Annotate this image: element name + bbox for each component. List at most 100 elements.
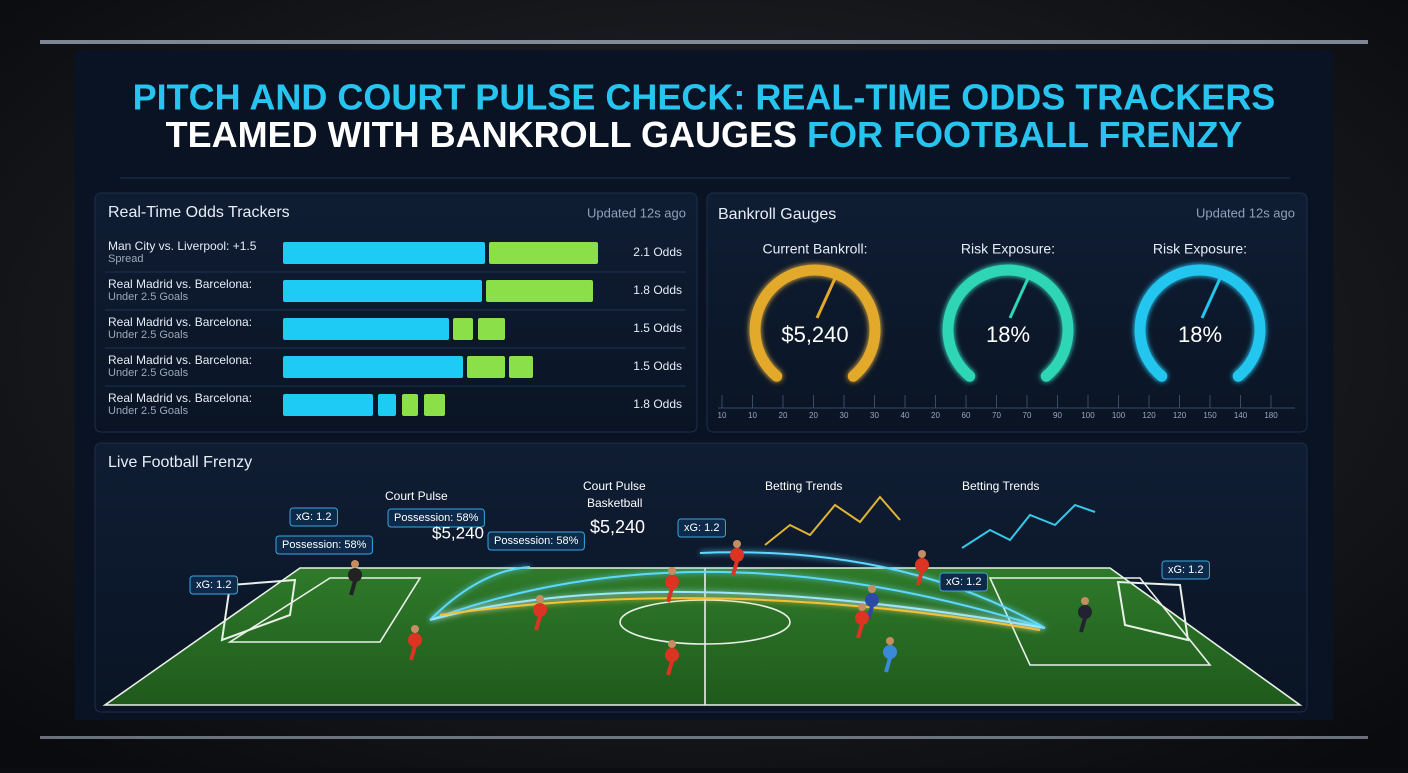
player: [1078, 605, 1092, 619]
callout-chip: xG: 1.2: [296, 511, 331, 523]
updated: Updated 12s ago: [1196, 205, 1295, 220]
pass-trails: [429, 551, 1046, 631]
player: [408, 633, 422, 647]
scale-label: 30: [870, 411, 879, 420]
odds-bar: [378, 394, 396, 416]
callout: Betting Trends: [962, 479, 1039, 493]
light-strip: [40, 736, 1368, 739]
scale-label: 20: [931, 411, 940, 420]
chip-box: [677, 518, 726, 538]
panel-title: Live Football Frenzy: [108, 454, 252, 471]
odds-bar: [453, 318, 473, 340]
gauge-value: 18%: [986, 322, 1030, 347]
gauge-value: 18%: [1178, 322, 1222, 347]
match: Real Madrid vs. Barcelona:: [108, 315, 252, 329]
player: [533, 603, 547, 617]
goal: [1116, 580, 1190, 642]
scale-label: 90: [1053, 411, 1062, 420]
player-legs: [666, 660, 674, 676]
player-legs: [916, 570, 924, 586]
player-head: [536, 595, 544, 603]
updated: Updated 12s ago: [587, 205, 686, 220]
callout-chip: Possession: 58%: [394, 512, 479, 524]
penalty-box: [988, 577, 1212, 666]
player: [883, 645, 897, 659]
match: Real Madrid vs. Barcelona:: [108, 277, 252, 291]
panel-title: Bankroll Gauges: [718, 206, 836, 223]
odds-bar: [509, 356, 533, 378]
player-legs: [409, 645, 417, 661]
callout-chip: xG: 1.2: [684, 522, 719, 534]
scale-label: 30: [840, 411, 849, 420]
gauge-arc: [1134, 264, 1266, 382]
market: Under 2.5 Goals: [108, 367, 189, 379]
trail: [429, 566, 531, 621]
match: Real Madrid vs. Barcelona:: [108, 391, 252, 405]
market: Under 2.5 Goals: [108, 405, 189, 417]
chip-box: [387, 508, 485, 528]
player-head: [351, 560, 359, 568]
callout: $5,240: [590, 517, 645, 537]
odds: 1.8 Odds: [633, 283, 682, 297]
scale-label: 140: [1234, 411, 1248, 420]
scale-label: 100: [1081, 411, 1095, 420]
callout: $5,240: [432, 523, 484, 542]
scale-label: 60: [962, 411, 971, 420]
chip-box: [189, 575, 238, 595]
player-head: [858, 603, 866, 611]
odds-bar: [489, 242, 598, 264]
penalty-box: [227, 577, 422, 643]
match: Man City vs. Liverpool: +1.5: [108, 239, 257, 253]
chip-box: [939, 572, 988, 592]
callout-chip: xG: 1.2: [946, 576, 981, 588]
odds: 2.1 Odds: [633, 245, 682, 259]
panel-title: Real-Time Odds Trackers: [108, 204, 290, 221]
light-strip: [40, 40, 1368, 44]
callout: Court Pulse: [385, 489, 448, 503]
title-part: TEAMED WITH BANKROLL GAUGES: [166, 114, 797, 155]
trail: [439, 597, 1041, 631]
callout-chip: Possession: 58%: [494, 535, 579, 547]
callout-chip: xG: 1.2: [196, 579, 231, 591]
market: Under 2.5 Goals: [108, 291, 189, 303]
player-head: [411, 625, 419, 633]
scale-label: 120: [1142, 411, 1156, 420]
odds-bar: [283, 318, 449, 340]
player-legs: [349, 580, 357, 596]
callout-chip: Possession: 58%: [282, 539, 367, 551]
chip-box: [289, 507, 338, 527]
player-legs: [1079, 617, 1087, 633]
player: [915, 558, 929, 572]
callout-chip: xG: 1.2: [1168, 564, 1203, 576]
odds-bar: [486, 280, 593, 302]
player-legs: [884, 657, 892, 673]
scale-label: 10: [748, 411, 757, 420]
scale-label: 100: [1112, 411, 1126, 420]
player: [730, 548, 744, 562]
market: Under 2.5 Goals: [108, 329, 189, 341]
gauge-label: Risk Exposure:: [1153, 241, 1247, 257]
odds-bar: [283, 394, 373, 416]
title-line: TEAMED WITH BANKROLL GAUGES FOR FOOTBALL…: [166, 114, 1243, 155]
odds-bar: [478, 318, 505, 340]
player-head: [668, 640, 676, 648]
player: [865, 593, 879, 607]
title-part: FOR FOOTBALL FRENZY: [807, 114, 1242, 155]
callout: Court Pulse: [583, 479, 646, 493]
trail: [699, 551, 1046, 629]
chip-box: [487, 531, 585, 551]
title-line: PITCH AND COURT PULSE CHECK: REAL-TIME O…: [133, 77, 1276, 118]
callout: Basketball: [587, 496, 642, 510]
chip-box: [275, 535, 373, 555]
gauge-label: Risk Exposure:: [961, 241, 1055, 257]
gauge-value: $5,240: [781, 322, 848, 347]
odds-bar: [283, 280, 482, 302]
player: [665, 575, 679, 589]
gauge-needle: [815, 273, 839, 319]
callout: Betting Trends: [765, 479, 842, 493]
trend-line: [764, 495, 901, 546]
gauge-label: Current Bankroll:: [762, 241, 867, 257]
scale-label: 20: [809, 411, 818, 420]
